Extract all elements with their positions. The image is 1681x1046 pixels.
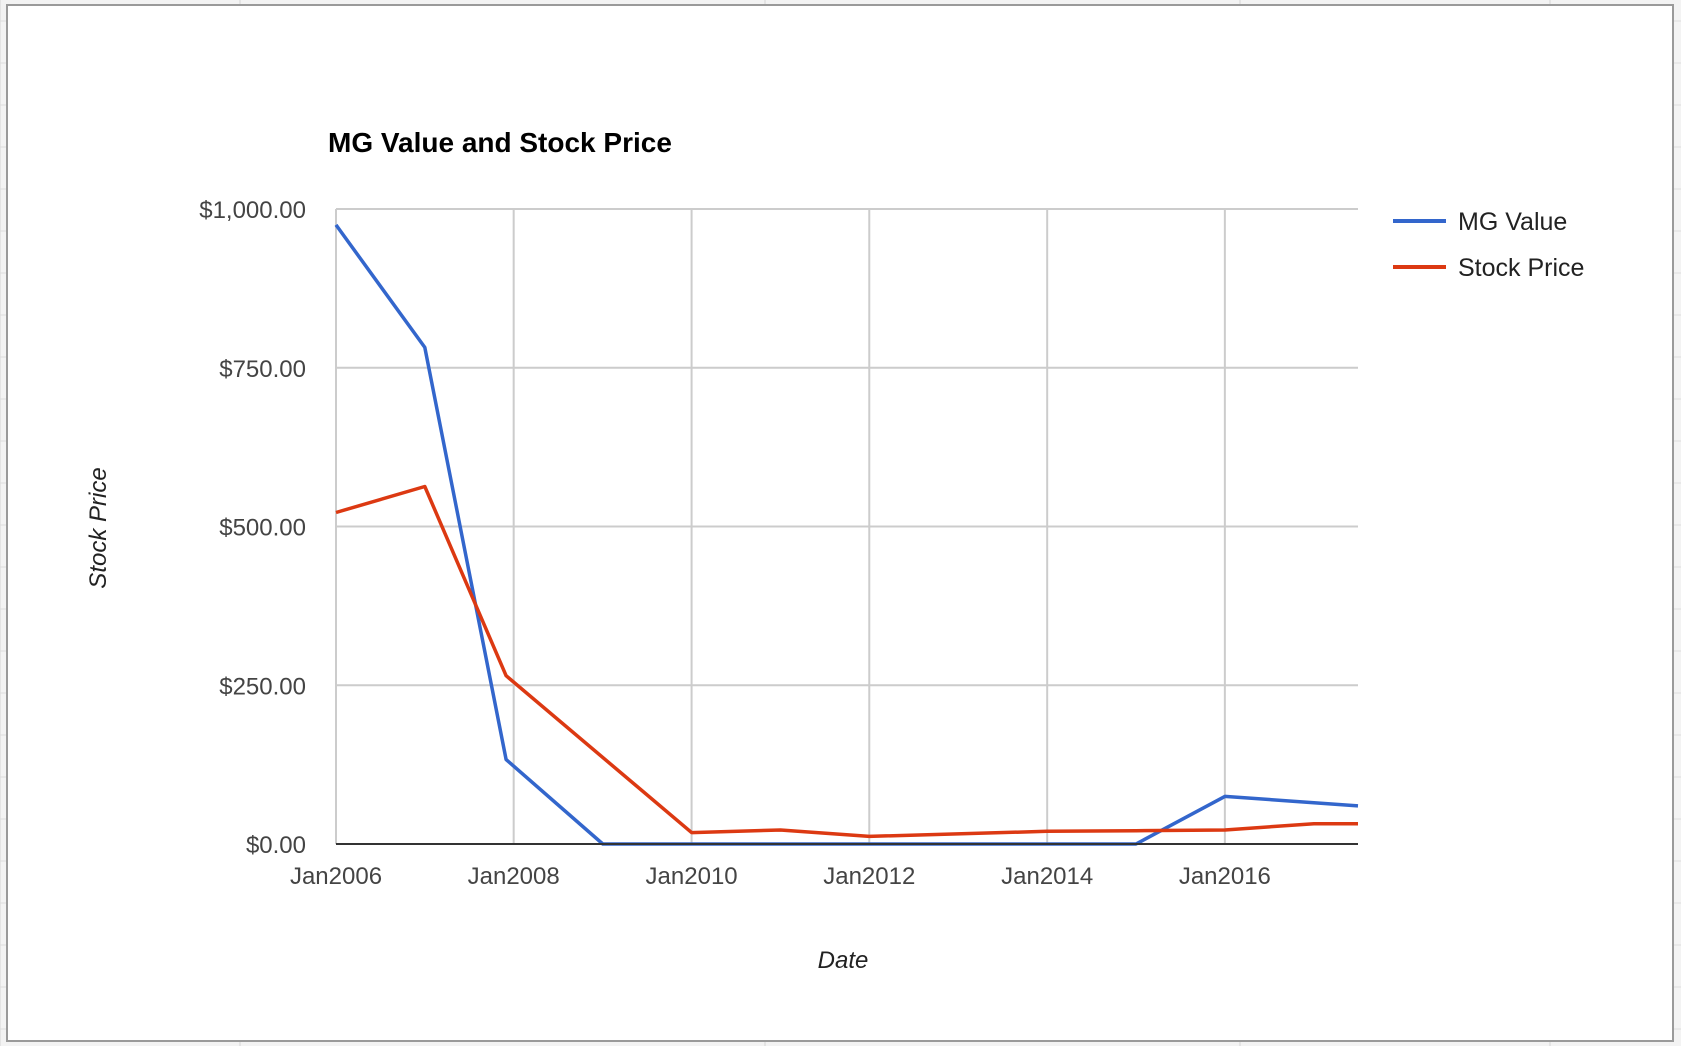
y-tick-label: $1,000.00	[199, 197, 306, 224]
line-chart: $0.00 $250.00 $500.00 $750.00 $1,000.00 Jan20…	[85, 127, 1584, 974]
y-tick-label: $250.00	[219, 673, 306, 700]
x-tick-label: Jan2010	[646, 863, 738, 890]
chart-card[interactable]: $0.00 $250.00 $500.00 $750.00 $1,000.00 Jan20…	[6, 4, 1674, 1042]
x-tick-label: Jan2012	[823, 863, 915, 890]
legend-label: Stock Price	[1458, 254, 1584, 282]
legend-label: MG Value	[1458, 208, 1567, 236]
y-tick-label: $0.00	[246, 832, 306, 859]
series-lines	[334, 223, 1359, 846]
x-tick-label: Jan2014	[1001, 863, 1093, 890]
x-tick-label: Jan2008	[468, 863, 560, 890]
x-tick-label: Jan2006	[290, 863, 382, 890]
x-tick-label: Jan2016	[1179, 863, 1271, 890]
series-line-mg-value[interactable]	[334, 223, 1359, 846]
series-line-stock-price[interactable]	[335, 484, 1358, 839]
legend[interactable]: MG Value Stock Price	[1393, 208, 1584, 282]
chart-title: MG Value and Stock Price	[328, 127, 672, 158]
y-tick-label: $750.00	[219, 356, 306, 383]
x-axis-title: Date	[818, 947, 869, 974]
gridlines	[335, 208, 1358, 845]
y-axis-title: Stock Price	[85, 467, 112, 588]
axes: $0.00 $250.00 $500.00 $750.00 $1,000.00 Jan20…	[199, 197, 1358, 890]
y-tick-label: $500.00	[219, 515, 306, 542]
